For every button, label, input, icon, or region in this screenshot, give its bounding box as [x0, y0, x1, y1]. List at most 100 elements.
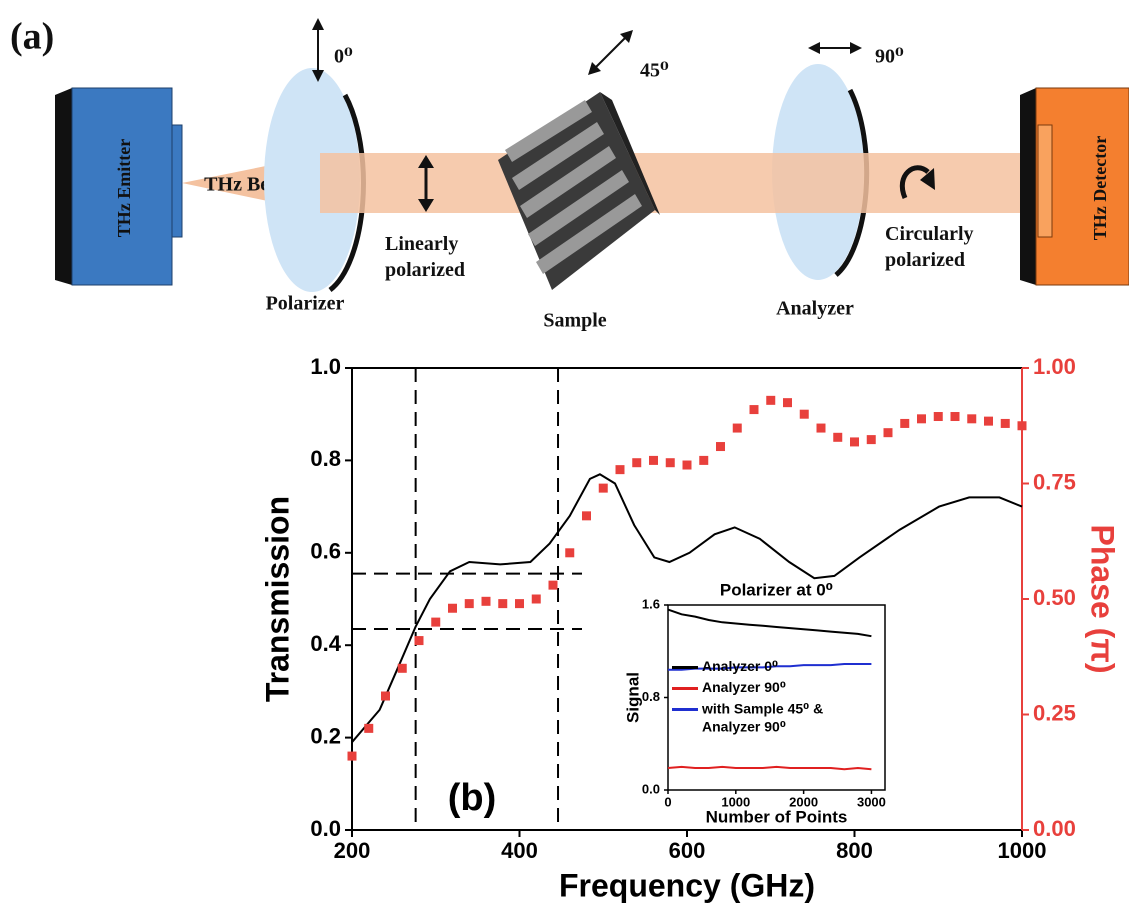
marker	[749, 405, 759, 415]
marker	[364, 723, 374, 733]
y-tick-label: 0.0	[642, 781, 660, 796]
legend-label: Analyzer 90⁰	[702, 679, 786, 695]
analyzer-label: Analyzer	[776, 298, 854, 320]
y-axis-label: Transmission	[259, 496, 295, 702]
marker	[565, 548, 575, 558]
marker	[431, 617, 441, 627]
x-axis-label: Number of Points	[706, 807, 848, 826]
emitter-label: THz Emitter	[114, 139, 134, 237]
arrow-head	[920, 168, 935, 190]
marker	[933, 412, 943, 422]
beam-state-label: Linearly polarized	[385, 233, 465, 281]
x-tick-label: 800	[836, 838, 873, 863]
marker	[632, 458, 642, 468]
data-line	[351, 473, 1023, 743]
circular-arrow	[899, 165, 930, 199]
panel-label: (a)	[10, 16, 54, 58]
arrow-head	[418, 155, 434, 168]
marker	[481, 596, 491, 606]
y-tick-label: 0.8	[310, 446, 341, 471]
marker	[649, 455, 658, 465]
chart: 200 400 600 800 10000.00.20.40.60.81.00.000.…	[259, 354, 1120, 904]
marker	[414, 636, 424, 646]
data-line	[668, 663, 872, 671]
plot-frame	[667, 604, 886, 791]
arrow-head	[312, 18, 324, 30]
marker	[716, 442, 725, 452]
y2-tick-label: 0.25	[1033, 700, 1076, 725]
marker	[766, 395, 776, 405]
x-tick-label: 3000	[857, 795, 886, 810]
marker	[984, 416, 993, 426]
marker	[1000, 418, 1010, 428]
data-line	[667, 608, 872, 638]
beam-state-label: Circularly polarized	[885, 223, 979, 271]
marker	[833, 432, 843, 442]
y-tick-label: 1.6	[642, 596, 660, 611]
marker	[917, 414, 926, 424]
y-tick-label: 0.4	[310, 631, 341, 656]
marker	[950, 412, 960, 422]
arrow-head	[418, 199, 434, 212]
sample-label: Sample	[543, 310, 606, 332]
legend-label: Analyzer 0⁰	[702, 658, 778, 674]
arrow-head	[312, 70, 324, 82]
polarizer-label: Polarizer	[266, 293, 345, 315]
marker	[397, 663, 407, 673]
marker	[598, 483, 608, 493]
marker	[900, 418, 910, 428]
polarizer-angle: 0⁰	[334, 46, 353, 68]
x-axis-label: Frequency (GHz)	[559, 867, 815, 903]
arrow-head	[850, 42, 862, 54]
x-tick-label: 600	[669, 838, 706, 863]
y2-axis-label: Phase (π)	[1085, 525, 1121, 674]
y2-tick-label: 1.00	[1033, 354, 1076, 379]
marker	[464, 599, 474, 609]
y-tick-label: 0.6	[310, 539, 341, 564]
marker	[665, 458, 675, 468]
y-tick-label: 0.2	[310, 723, 341, 748]
x-tick-label: 200	[334, 838, 371, 863]
marker	[816, 423, 826, 433]
marker	[381, 691, 390, 701]
polarizer-lens	[264, 68, 360, 292]
diagram: (a) THz Emitter THz Beam 0⁰ Polarizer Li…	[10, 16, 1129, 332]
marker	[582, 511, 591, 521]
x-tick-label: 1000	[721, 795, 750, 810]
x-tick-label: 2000	[789, 795, 818, 810]
y2-tick-label: 0.75	[1033, 469, 1076, 494]
y-tick-label: 0.8	[642, 689, 660, 704]
detector-label: THz Detector	[1090, 136, 1110, 240]
marker	[1017, 421, 1027, 431]
y2-tick-label: 0.00	[1033, 816, 1076, 841]
detector-port	[1037, 124, 1053, 238]
sample	[498, 92, 660, 290]
angle-arrow	[592, 34, 629, 71]
marker	[699, 455, 709, 465]
y-tick-label: 0.0	[310, 816, 341, 841]
marker	[615, 465, 625, 475]
chart: 0 1000 2000 3000 0.0 0.8 1.6 Number of Points Si…	[623, 580, 885, 826]
y-tick-label: 1.0	[310, 354, 341, 379]
emitter-side	[55, 88, 72, 285]
emitter-box	[71, 87, 173, 286]
marker	[682, 460, 692, 470]
analyzer-angle: 90⁰	[875, 46, 904, 68]
beam	[320, 153, 1025, 213]
arrow-head	[808, 42, 820, 54]
emitter-port	[171, 124, 183, 238]
x-tick-label: 0	[664, 795, 671, 810]
marker	[531, 594, 541, 604]
marker	[866, 435, 876, 445]
marker	[448, 603, 457, 613]
annotation: (b)	[448, 777, 497, 819]
marker	[850, 437, 859, 447]
sample-angle: 45⁰	[640, 60, 669, 82]
x-tick-label: 1000	[998, 838, 1047, 863]
marker	[883, 428, 893, 438]
marker	[967, 414, 977, 424]
y2-tick-label: 0.50	[1033, 585, 1076, 610]
marker	[515, 599, 524, 609]
arrow-head	[588, 62, 601, 75]
y-axis-label: Signal	[623, 672, 642, 723]
